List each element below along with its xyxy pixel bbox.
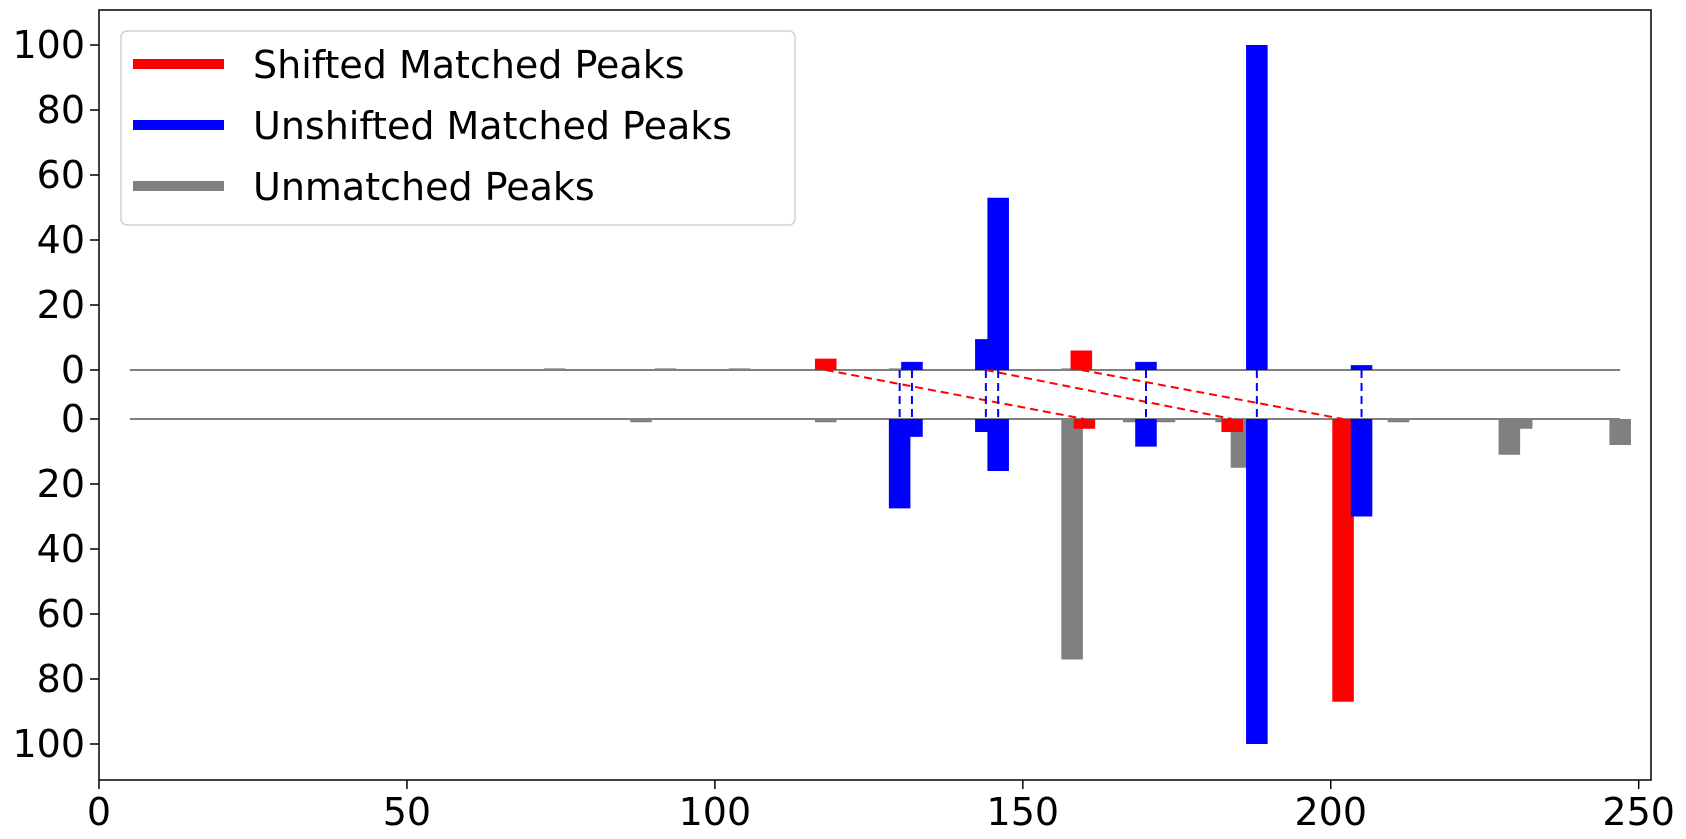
bottom-y-tick-label: 100	[12, 722, 85, 766]
top-peak-bar-unmatched	[543, 368, 566, 370]
top-y-tick-label: 80	[37, 88, 85, 132]
legend-label: Shifted Matched Peaks	[253, 43, 685, 87]
top-y-tick-label: 20	[37, 283, 85, 327]
bottom-y-tick-label: 40	[37, 527, 85, 571]
bottom-peak-bar-unshifted	[1350, 419, 1373, 517]
bottom-peak-bar-shifted	[1221, 419, 1243, 432]
legend-label: Unmatched Peaks	[253, 165, 595, 209]
bottom-y-tick-label: 60	[37, 592, 85, 636]
top-y-tick-label: 100	[12, 23, 85, 67]
top-peak-bar-shifted	[814, 358, 837, 370]
bottom-peak-bar-unshifted	[888, 419, 911, 509]
x-tick-label: 100	[679, 790, 752, 834]
legend-box	[120, 30, 796, 226]
bottom-y-tick-label: 80	[37, 657, 85, 701]
x-tick-label: 200	[1294, 790, 1367, 834]
bottom-peak-bar-unmatched	[1609, 419, 1631, 445]
top-peak-bar-unshifted	[1350, 365, 1373, 370]
x-axis: 0 50 100 150 200 250	[87, 780, 1675, 834]
top-peak-bar-unmatched	[888, 368, 911, 370]
shifted-link-line	[1081, 369, 1344, 420]
bottom-peak-bar-unmatched	[814, 419, 837, 423]
bottom-peak-bar-unmatched	[1510, 419, 1533, 429]
top-y-tick-label: 40	[37, 218, 85, 262]
bottom-peak-bar-unmatched	[630, 419, 652, 423]
legend-label: Unshifted Matched Peaks	[253, 104, 732, 148]
bottom-peak-bar-unshifted	[1135, 419, 1157, 447]
top-y-tick-label: 60	[37, 153, 85, 197]
top-peak-bar-shifted	[1070, 350, 1093, 370]
y-axis: 0 20 40 60 80 100 0 20 40 60 80 100	[12, 23, 99, 766]
x-tick-label: 250	[1602, 790, 1675, 834]
top-peak-bar-unmatched	[654, 368, 677, 370]
x-tick-label: 0	[87, 790, 111, 834]
bottom-peak-bar-shifted	[1073, 419, 1096, 429]
top-peak-bar-unshifted	[901, 361, 923, 370]
plot-frame	[98, 9, 1652, 781]
bottom-peak-bar-unmatched	[1061, 419, 1083, 660]
bottom-y-tick-label: 20	[37, 462, 85, 506]
top-peak-bar-unshifted	[987, 197, 1009, 370]
shifted-link-line	[985, 369, 1233, 420]
bottom-peak-bar-unmatched	[1153, 419, 1176, 423]
legend: Shifted Matched Peaks Unshifted Matched P…	[120, 30, 796, 226]
top-peak-bar-unshifted	[1135, 361, 1157, 370]
bottom-peak-bar-shifted	[1332, 419, 1354, 702]
top-y-tick-label: 0	[61, 348, 85, 392]
x-tick-label: 150	[987, 790, 1060, 834]
bottom-peak-bar-unshifted	[1246, 419, 1268, 744]
bottom-peak-bar-unshifted	[987, 419, 1009, 471]
x-tick-label: 50	[383, 790, 431, 834]
peak-links	[825, 369, 1363, 420]
shifted-link-line	[825, 369, 1085, 420]
top-peak-bar-unmatched	[728, 368, 751, 370]
bottom-peak-bar-unmatched	[1122, 419, 1145, 423]
bottom-peak-bar-unmatched	[1387, 419, 1410, 423]
bottom-y-tick-label: 0	[61, 397, 85, 441]
peak-bars	[543, 45, 1631, 744]
bottom-peak-bar-unshifted	[901, 419, 923, 437]
top-peak-bar-unshifted	[1246, 45, 1268, 370]
